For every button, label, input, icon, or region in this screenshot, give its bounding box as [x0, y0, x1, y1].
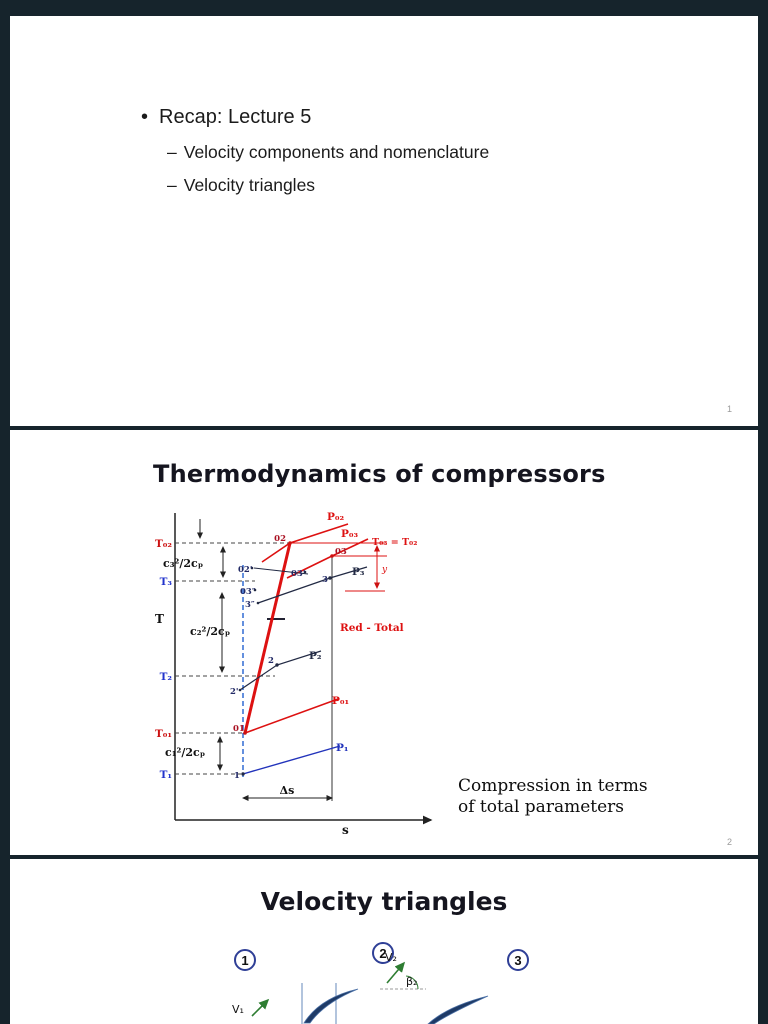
isobar-labels: P₀₂ P₀₃ P₀₁ P₁ P₂ P₃ — [309, 511, 365, 754]
kinetic-energy-terms — [197, 519, 226, 771]
slide-page-3: Velocity triangles 1 2 3 V₂ β₂ — [10, 859, 758, 1024]
annotations: T₀₃ = T₀₂ y Red - Total — [340, 537, 417, 634]
axes: T s — [155, 513, 433, 837]
slide-page-2: Thermodynamics of compressors T s — [10, 430, 758, 855]
state-points — [238, 541, 334, 776]
pt-01: 01 — [233, 724, 245, 734]
sub-bullet-text: Velocity components and nomenclature — [183, 142, 490, 162]
axis-s-label: s — [342, 823, 349, 837]
sub-bullet-velocity-components: – Velocity components and nomenclature — [167, 142, 489, 163]
p1-label: P₁ — [336, 742, 349, 754]
dash-glyph: – — [167, 175, 177, 195]
page-number-2: 2 — [726, 837, 732, 847]
t1-label: T₁ — [160, 769, 172, 781]
legend-red-total: Red - Total — [340, 622, 404, 634]
ke-c3-label: c₃²/2cₚ — [163, 557, 203, 570]
station-marker-1: 1 — [234, 949, 256, 971]
blade-row-1 — [301, 983, 359, 1024]
caption-line-1: Compression in terms — [458, 776, 648, 796]
p3-label: P₃ — [352, 566, 365, 578]
pt-2prime: 2' — [230, 687, 239, 697]
pt-03: 03 — [335, 547, 347, 557]
t2-label: T₂ — [160, 671, 173, 683]
dash-glyph: – — [167, 142, 177, 162]
temp-gridlines — [175, 542, 290, 775]
beta2-label: β₂ — [406, 975, 417, 988]
delta-s: Δs — [242, 784, 333, 801]
ts-diagram: T s T₀₂ T₃ T₂ T₀₁ T₁ c₃²/2cₚ c₂ — [155, 511, 433, 837]
t03-equation: T₀₃ = T₀₂ — [372, 537, 417, 548]
station-marker-2: 2 — [372, 942, 394, 964]
slide3-title: Velocity triangles — [260, 887, 508, 916]
sub-bullet-text: Velocity triangles — [183, 175, 316, 195]
bullet-glyph: • — [141, 106, 149, 128]
v2-label: V₂ — [385, 951, 397, 964]
blade-profile-1 — [303, 988, 359, 1024]
slide-page-1: • Recap: Lecture 5 – Velocity components… — [10, 16, 758, 426]
pt-3: 3 — [322, 575, 328, 585]
blade-profile-2 — [427, 995, 489, 1024]
kinetic-energy-labels: c₃²/2cₚ c₂²/2cₚ c₁²/2cₚ — [163, 557, 230, 759]
caption-line-2: of total parameters — [458, 797, 625, 817]
p03-label: P₀₃ — [341, 528, 358, 540]
pt-02: 02 — [274, 534, 286, 544]
axis-t-label: T — [155, 612, 164, 626]
ke-c1-label: c₁²/2cₚ — [165, 746, 205, 759]
temp-labels: T₀₂ T₃ T₂ T₀₁ T₁ — [155, 538, 172, 781]
reference-lines — [242, 556, 333, 801]
bullet-recap-text: Recap: Lecture 5 — [159, 106, 312, 128]
state-point-labels: 02 03 02' 03' 03″ 3″ 3 2 2' 01 1 — [230, 534, 347, 781]
slide2-caption: Compression in terms of total parameters — [458, 776, 648, 818]
station-marker-3: 3 — [507, 949, 529, 971]
p01-label: P₀₁ — [332, 695, 349, 707]
page-number-1: 1 — [726, 404, 732, 414]
pt-2: 2 — [268, 656, 274, 666]
delta-s-label: Δs — [280, 784, 295, 797]
t01-label: T₀₁ — [155, 728, 172, 740]
pt-03prime: 03' — [291, 569, 305, 579]
p2-label: P₂ — [309, 650, 322, 662]
p02-label: P₀₂ — [327, 511, 344, 523]
blade-row-2 — [427, 995, 489, 1024]
sub-bullet-velocity-triangles: – Velocity triangles — [167, 175, 315, 196]
v1-label: V₁ — [232, 1003, 244, 1016]
y-gap-label: y — [381, 565, 388, 575]
slide2-title: Thermodynamics of compressors — [153, 460, 606, 488]
pt-03dprime: 03″ — [240, 587, 256, 597]
t3-label: T₃ — [160, 576, 173, 588]
pt-1: 1 — [234, 771, 240, 781]
v1-vector-group: V₁ — [232, 998, 270, 1017]
velocity-triangle-diagram: V₂ β₂ V₁ — [232, 951, 489, 1024]
pt-3dprime: 3″ — [245, 600, 255, 610]
pt-02prime: 02' — [238, 565, 252, 575]
ke-c2-label: c₂²/2cₚ — [190, 625, 230, 638]
v2-vector-group: V₂ β₂ — [380, 951, 426, 990]
bullet-recap: • Recap: Lecture 5 — [141, 106, 311, 129]
t02-label: T₀₂ — [155, 538, 172, 550]
